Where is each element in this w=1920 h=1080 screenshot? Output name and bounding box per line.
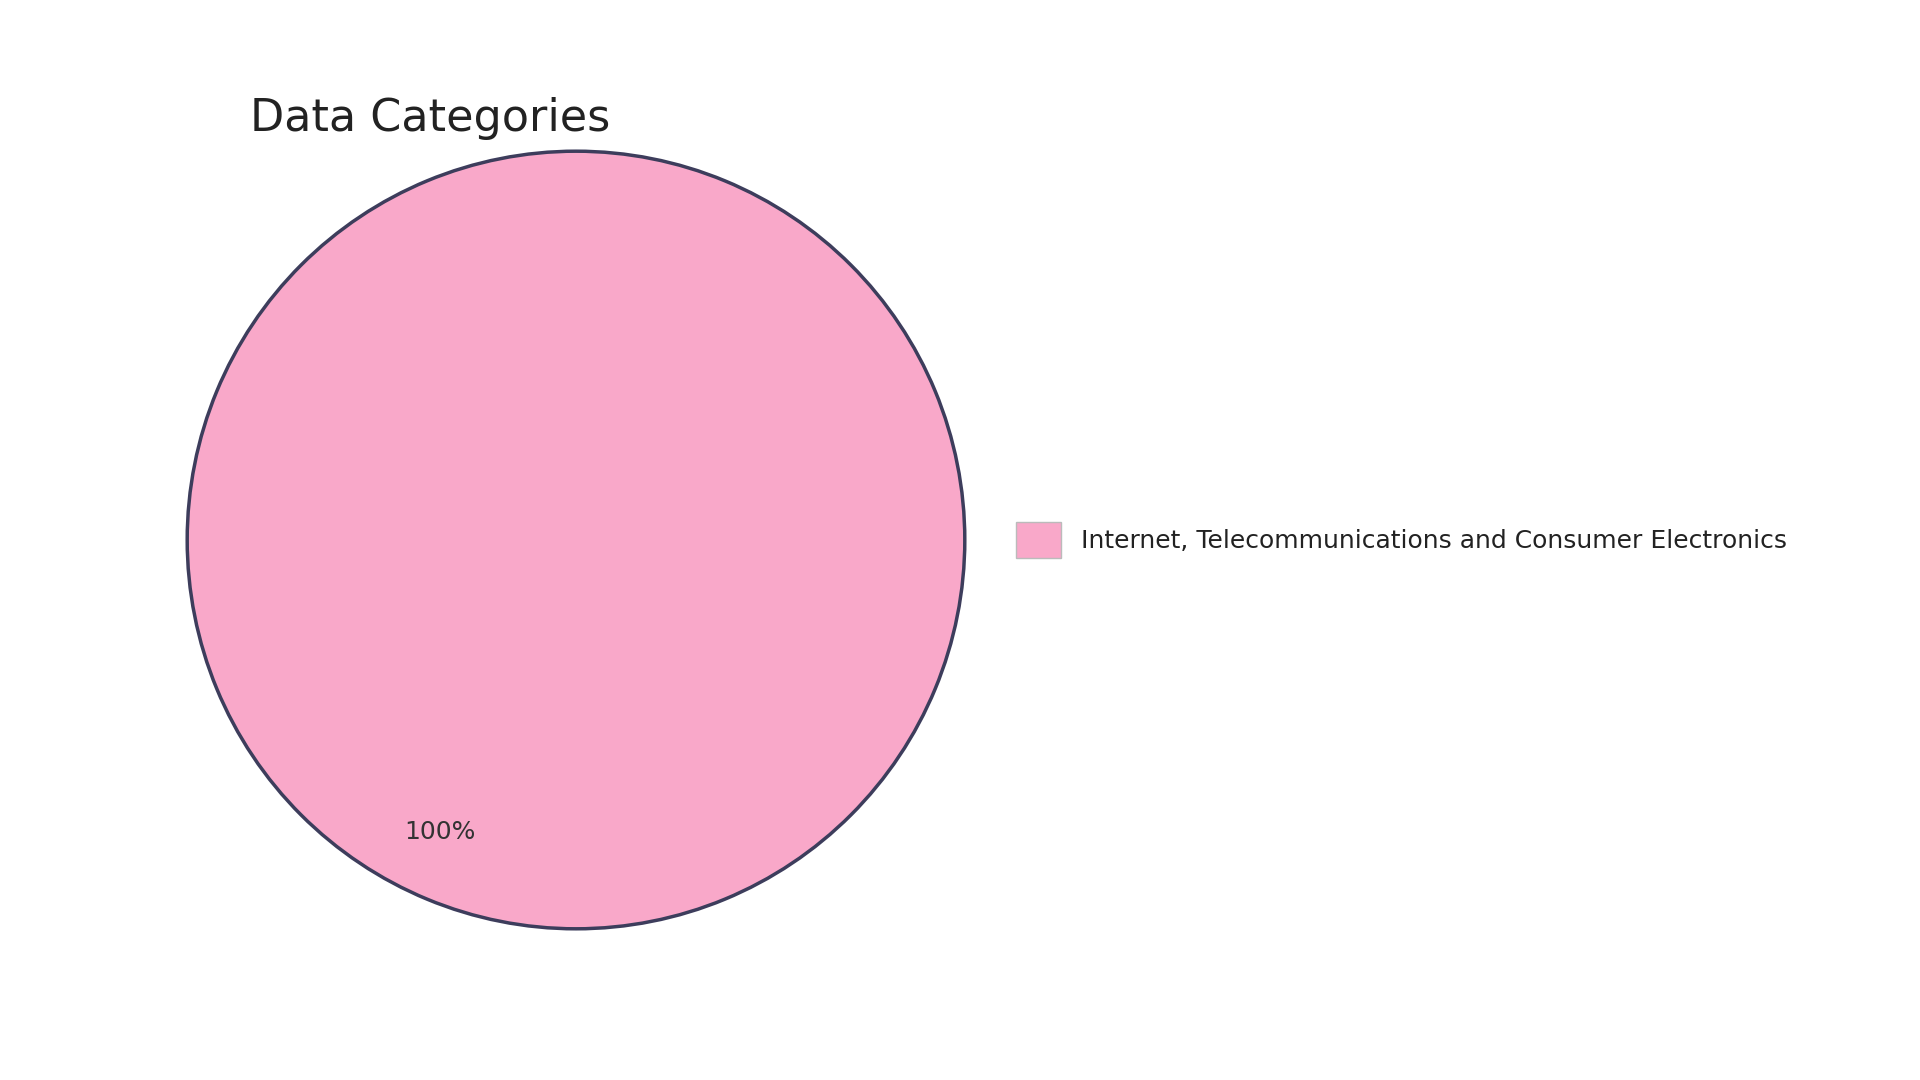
Legend: Internet, Telecommunications and Consumer Electronics: Internet, Telecommunications and Consume… xyxy=(1004,510,1799,570)
Wedge shape xyxy=(186,151,964,929)
Text: Data Categories: Data Categories xyxy=(250,97,611,140)
Text: 100%: 100% xyxy=(405,820,476,843)
